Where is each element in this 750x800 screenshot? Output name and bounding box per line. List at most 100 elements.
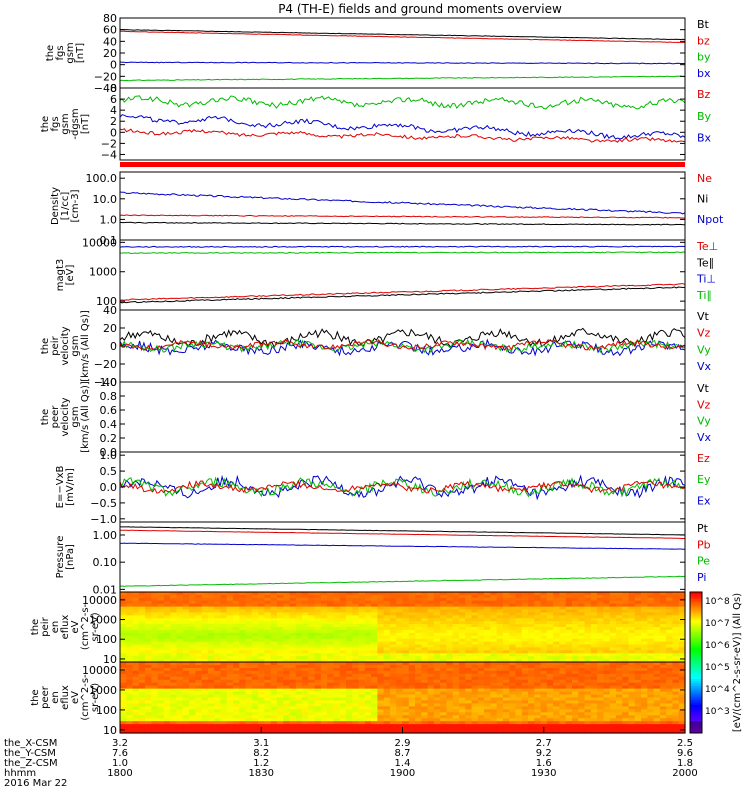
- spectrogram-cell: [452, 682, 460, 687]
- spectrogram-cell: [170, 606, 178, 611]
- spectrogram-cell: [446, 659, 454, 663]
- spectrogram-cell: [496, 638, 504, 643]
- spectrogram-cell: [389, 647, 397, 651]
- spectrogram-cell: [195, 673, 203, 678]
- spectrogram-cell: [609, 670, 617, 675]
- spectrogram-cell: [465, 730, 473, 734]
- spectrogram-cell: [509, 679, 517, 684]
- spectrogram-cell: [163, 688, 171, 693]
- spectrogram-cell: [572, 629, 579, 634]
- spectrogram-cell: [364, 676, 372, 681]
- spectrogram-cell: [603, 685, 611, 690]
- spectrogram-cell: [496, 712, 504, 716]
- spectrogram-cell: [264, 670, 272, 675]
- spectrogram-cell: [320, 597, 328, 602]
- spectrogram-cell: [628, 727, 636, 731]
- spectrogram-cell: [239, 650, 247, 654]
- spectrogram-cell: [226, 627, 234, 631]
- spectrogram-cell: [578, 721, 586, 725]
- spectrogram-cell: [509, 662, 517, 666]
- spectrogram-cell: [603, 664, 611, 669]
- spectrogram-cell: [484, 647, 491, 651]
- spectrogram-cell: [201, 641, 209, 646]
- spectrogram-cell: [465, 612, 473, 616]
- spectrogram-cell: [484, 606, 491, 611]
- spectrogram-cell: [597, 682, 604, 687]
- spectrogram-cell: [578, 592, 586, 596]
- spectrogram-cell: [628, 638, 636, 643]
- spectrogram-cell: [339, 709, 347, 713]
- spectrogram-cell: [352, 667, 360, 672]
- spectrogram-cell: [327, 727, 335, 731]
- spectrogram-cell: [628, 627, 636, 631]
- spectrogram-cell: [120, 676, 127, 681]
- spectrogram-cell: [459, 712, 466, 716]
- spectrogram-cell: [515, 694, 523, 699]
- spectrogram-cell: [672, 721, 680, 725]
- spectrogram-cell: [120, 609, 127, 614]
- colorbar-cell: [690, 596, 702, 600]
- spectrogram-cell: [427, 730, 435, 734]
- spectrogram-cell: [339, 679, 347, 684]
- spectrogram-cell: [270, 653, 278, 657]
- spectrogram-cell: [590, 600, 598, 605]
- spectrogram-cell: [308, 635, 316, 640]
- spectrogram-cell: [427, 629, 435, 634]
- y-tick-label: 100.0: [86, 172, 118, 185]
- y-axis-label-line: gsm: [70, 406, 81, 427]
- spectrogram-cell: [126, 653, 134, 657]
- spectrogram-cell: [477, 597, 485, 602]
- spectrogram-cell: [553, 612, 561, 616]
- colorbar-cell: [690, 723, 702, 727]
- spectrogram-cell: [622, 688, 630, 693]
- spectrogram-cell: [270, 727, 278, 731]
- spectrogram-cell: [471, 659, 479, 663]
- spectrogram-cell: [145, 612, 152, 616]
- legend-entry: Vz: [697, 398, 711, 411]
- spectrogram-cell: [151, 664, 159, 669]
- spectrogram-cell: [195, 670, 203, 675]
- spectrogram-cell: [578, 706, 586, 710]
- spectrogram-cell: [364, 653, 372, 657]
- spectrogram-cell: [176, 638, 184, 643]
- x-tick-label: 1830: [249, 768, 274, 779]
- spectrogram-cell: [647, 721, 655, 725]
- spectrogram-cell: [201, 664, 209, 669]
- spectrogram-cell: [590, 647, 598, 651]
- spectrogram-cell: [578, 647, 586, 651]
- spectrogram-cell: [276, 721, 284, 725]
- spectrogram-cell: [233, 629, 240, 634]
- spectrogram-cell: [496, 730, 504, 734]
- spectrogram-cell: [622, 709, 630, 713]
- spectrogram-cell: [189, 724, 196, 728]
- spectrogram-cell: [590, 676, 598, 681]
- spectrogram-cell: [226, 618, 234, 622]
- spectrogram-cell: [634, 715, 642, 719]
- spectrogram-cell: [672, 679, 680, 684]
- spectrogram-cell: [163, 694, 171, 699]
- spectrogram-cell: [553, 688, 561, 693]
- spectrogram-cell: [245, 594, 253, 599]
- spectrogram-cell: [239, 615, 247, 619]
- spectrogram-cell: [634, 724, 642, 728]
- spectrogram-cell: [597, 600, 604, 605]
- spectrogram-cell: [641, 685, 648, 690]
- spectrogram-cell: [603, 594, 611, 599]
- y-tick-label: 0: [110, 340, 117, 353]
- spectrogram-cell: [163, 718, 171, 722]
- spectrogram-cell: [509, 700, 517, 705]
- spectrogram-cell: [590, 606, 598, 611]
- spectrogram-cell: [559, 597, 567, 602]
- spectrogram-cell: [245, 694, 253, 699]
- spectrogram-cell: [339, 609, 347, 614]
- spectrogram-cell: [201, 609, 209, 614]
- spectrogram-cell: [572, 715, 579, 719]
- spectrogram-cell: [666, 664, 674, 669]
- spectrogram-cell: [615, 659, 623, 663]
- spectrogram-cell: [471, 612, 479, 616]
- spectrogram-cell: [653, 721, 661, 725]
- spectrogram-cell: [389, 603, 397, 608]
- spectrogram-cell: [283, 597, 291, 602]
- spectrogram-cell: [597, 721, 604, 725]
- spectrogram-cell: [578, 600, 586, 605]
